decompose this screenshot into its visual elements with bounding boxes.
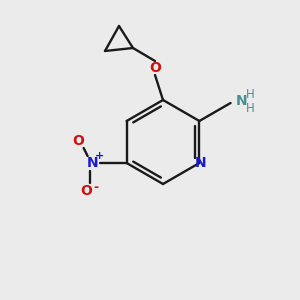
Text: O: O bbox=[81, 184, 93, 198]
Text: -: - bbox=[93, 181, 98, 194]
Text: N: N bbox=[195, 156, 206, 170]
Text: H: H bbox=[246, 88, 255, 101]
Text: N: N bbox=[236, 94, 248, 108]
Text: N: N bbox=[87, 156, 98, 170]
Text: O: O bbox=[149, 61, 161, 75]
Text: +: + bbox=[95, 151, 104, 161]
Text: H: H bbox=[246, 101, 255, 115]
Text: O: O bbox=[73, 134, 85, 148]
